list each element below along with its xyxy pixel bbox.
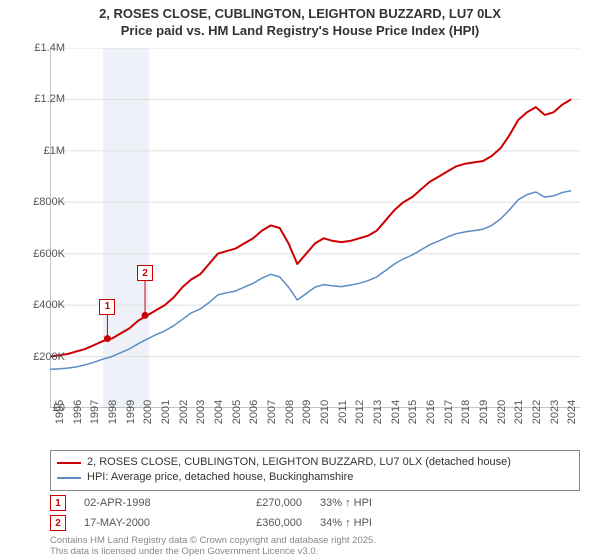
x-tick-label: 2003 — [195, 400, 207, 424]
x-tick-label: 2021 — [513, 400, 525, 424]
footnote: Contains HM Land Registry data © Crown c… — [50, 536, 580, 558]
x-tick-label: 2024 — [566, 400, 578, 424]
footnote-line2: This data is licensed under the Open Gov… — [50, 546, 318, 557]
sale-row-date: 02-APR-1998 — [84, 497, 194, 509]
y-tick-label: £1.4M — [34, 42, 65, 54]
sales-table: 1 02-APR-1998 £270,000 33% ↑ HPI 2 17-MAY-200… — [50, 495, 580, 535]
x-tick-label: 2020 — [496, 400, 508, 424]
x-tick-label: 2019 — [478, 400, 490, 424]
plot-area — [50, 48, 580, 408]
x-tick-label: 1996 — [72, 400, 84, 424]
x-tick-label: 2010 — [319, 400, 331, 424]
legend-row: HPI: Average price, detached house, Buck… — [57, 470, 573, 485]
y-tick-label: £1.2M — [34, 93, 65, 105]
legend-swatch — [57, 462, 81, 464]
x-tick-label: 2012 — [354, 400, 366, 424]
x-tick-label: 2008 — [284, 400, 296, 424]
x-tick-label: 1999 — [125, 400, 137, 424]
x-tick-label: 2000 — [142, 400, 154, 424]
legend-row: 2, ROSES CLOSE, CUBLINGTON, LEIGHTON BUZ… — [57, 455, 573, 470]
x-tick-label: 2013 — [372, 400, 384, 424]
x-tick-label: 1995 — [54, 400, 66, 424]
y-tick-label: £200K — [33, 351, 65, 363]
x-tick-label: 2007 — [266, 400, 278, 424]
x-tick-label: 2016 — [425, 400, 437, 424]
sale-row-badge: 1 — [50, 495, 66, 511]
legend-swatch — [57, 477, 81, 479]
sale-marker-badge: 1 — [99, 299, 115, 315]
x-tick-label: 2023 — [549, 400, 561, 424]
chart-title-line2: Price paid vs. HM Land Registry's House … — [0, 23, 600, 38]
x-tick-label: 2014 — [390, 400, 402, 424]
x-tick-label: 2011 — [337, 400, 349, 424]
x-tick-label: 2017 — [443, 400, 455, 424]
sale-row: 2 17-MAY-2000 £360,000 34% ↑ HPI — [50, 515, 580, 531]
sale-row-price: £270,000 — [212, 497, 302, 509]
legend: 2, ROSES CLOSE, CUBLINGTON, LEIGHTON BUZ… — [50, 450, 580, 491]
y-tick-label: £600K — [33, 248, 65, 260]
y-tick-label: £800K — [33, 196, 65, 208]
sale-marker-badge: 2 — [137, 265, 153, 281]
x-tick-label: 2005 — [231, 400, 243, 424]
sale-row-date: 17-MAY-2000 — [84, 517, 194, 529]
x-tick-label: 2006 — [248, 400, 260, 424]
x-tick-label: 2001 — [160, 400, 172, 424]
sale-row-badge: 2 — [50, 515, 66, 531]
sale-row: 1 02-APR-1998 £270,000 33% ↑ HPI — [50, 495, 580, 511]
y-tick-label: £1M — [44, 145, 65, 157]
footnote-line1: Contains HM Land Registry data © Crown c… — [50, 535, 376, 546]
x-tick-label: 2002 — [178, 400, 190, 424]
x-tick-label: 2009 — [301, 400, 313, 424]
x-tick-label: 1998 — [107, 400, 119, 424]
sale-row-delta: 33% ↑ HPI — [320, 497, 580, 509]
chart-container: 2, ROSES CLOSE, CUBLINGTON, LEIGHTON BUZ… — [0, 0, 600, 560]
x-tick-label: 2022 — [531, 400, 543, 424]
legend-label: 2, ROSES CLOSE, CUBLINGTON, LEIGHTON BUZ… — [87, 455, 511, 470]
x-tick-label: 2004 — [213, 400, 225, 424]
x-tick-label: 2018 — [460, 400, 472, 424]
chart-title-line1: 2, ROSES CLOSE, CUBLINGTON, LEIGHTON BUZ… — [0, 0, 600, 23]
x-tick-label: 2015 — [407, 400, 419, 424]
y-tick-label: £400K — [33, 299, 65, 311]
sale-row-price: £360,000 — [212, 517, 302, 529]
legend-label: HPI: Average price, detached house, Buck… — [87, 470, 353, 485]
x-tick-label: 1997 — [89, 400, 101, 424]
sale-row-delta: 34% ↑ HPI — [320, 517, 580, 529]
